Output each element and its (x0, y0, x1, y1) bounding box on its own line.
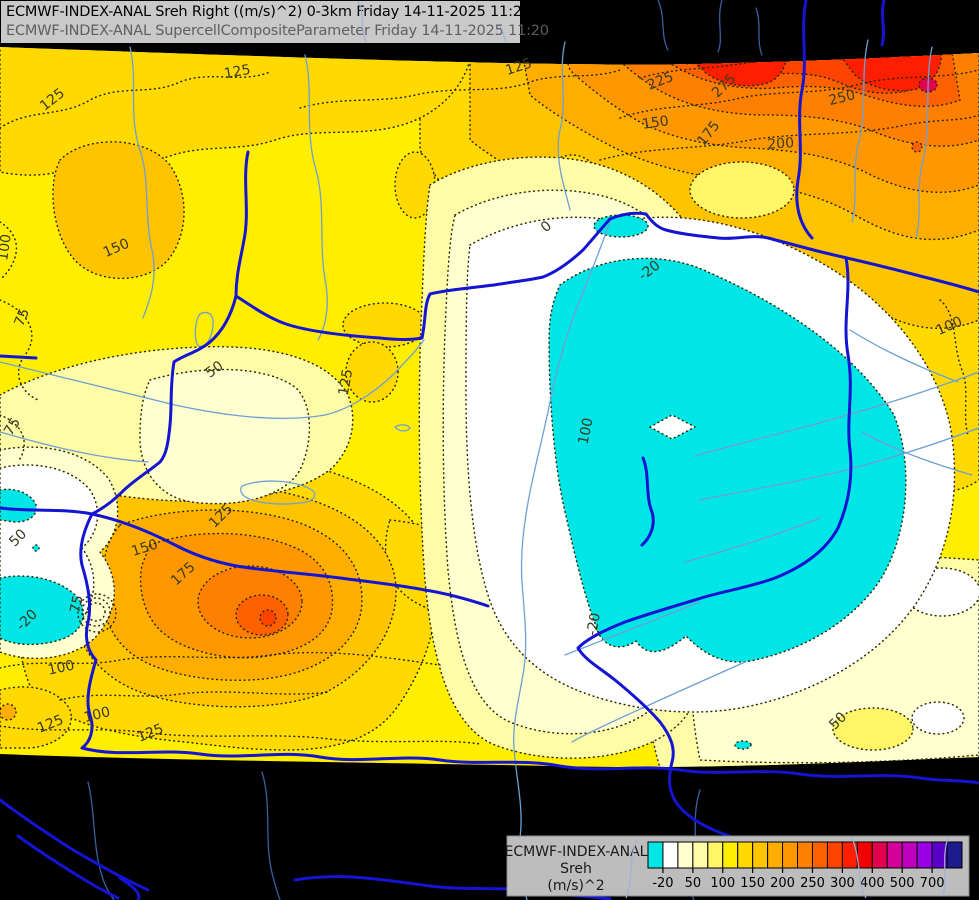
contour-label: 75 (67, 594, 86, 615)
legend-param: Sreh (560, 861, 592, 877)
legend-swatch (692, 841, 709, 869)
contour-label: 125 (336, 368, 356, 397)
legend-tick-label: 700 (920, 876, 945, 891)
legend-swatch (886, 841, 903, 869)
contour-label: 75 (12, 306, 34, 329)
contour-label: 100 (0, 233, 15, 262)
title-line-1: ECMWF-INDEX-ANAL Sreh Right ((m/s)^2) 0-… (6, 4, 531, 20)
contour-label: 200 (767, 135, 795, 153)
legend-swatch (707, 841, 724, 869)
contour-label: -20 (584, 612, 604, 637)
legend-tick-labels: -20 50 100 150 200 250 300 400 500 700 (652, 868, 945, 891)
legend-model: ECMWF-INDEX-ANAL (505, 844, 648, 860)
legend-swatch (797, 841, 813, 869)
title-box: ECMWF-INDEX-ANAL Sreh Right ((m/s)^2) 0-… (0, 0, 549, 44)
danube-border (234, 217, 612, 341)
morava-border (234, 150, 250, 298)
legend-swatch (901, 841, 918, 869)
contour-lines (0, 47, 979, 745)
contour-label: 100 (82, 704, 112, 726)
legend-colorbar (647, 841, 963, 869)
legend-swatch (737, 841, 754, 869)
legend-tick-label: 500 (890, 876, 915, 891)
legend-tick-label: 400 (860, 876, 885, 891)
legend-swatch (916, 841, 933, 869)
contour-label: 125 (504, 55, 534, 78)
legend-swatch (722, 841, 739, 869)
legend-tick-label: 300 (830, 876, 855, 891)
danube-river-lower (513, 221, 611, 900)
legend-tick-label: 150 (740, 876, 765, 891)
cyan-minimum-region (548, 257, 907, 663)
legend-swatch (826, 841, 843, 869)
contour-label: 100 (46, 657, 75, 678)
tisza-river-lower (576, 256, 853, 840)
legend-swatch (752, 841, 769, 869)
contour-label: 250 (827, 87, 857, 109)
drava-river (80, 746, 979, 785)
legend-swatch (856, 841, 873, 869)
legend-swatch (662, 841, 679, 869)
legend-swatch (647, 841, 664, 869)
legend-swatch (946, 841, 963, 869)
legend-swatch (782, 841, 799, 869)
legend-units: (m/s)^2 (547, 878, 604, 894)
legend: ECMWF-INDEX-ANAL Sreh (m/s)^2 -20 50 100 15… (505, 835, 970, 899)
contour-label: 100 (575, 416, 596, 445)
title-background (0, 0, 521, 44)
legend-tick-label: 100 (710, 876, 735, 891)
contour-label: 150 (641, 113, 670, 133)
drava-border (79, 512, 98, 750)
legend-tick-label: -20 (652, 876, 673, 891)
legend-tick-label: 200 (770, 876, 795, 891)
legend-tick-label: 50 (685, 876, 702, 891)
filled-contours (0, 47, 979, 768)
title-line-2: ECMWF-INDEX-ANAL SupercellCompositeParam… (6, 23, 549, 39)
contour-label: 125 (223, 62, 252, 82)
legend-swatch (871, 841, 888, 869)
legend-swatch (811, 841, 828, 869)
legend-swatch (677, 841, 694, 869)
contour-label: 150 (130, 536, 160, 559)
legend-tick-label: 250 (800, 876, 825, 891)
adriatic-coast (0, 798, 150, 892)
legend-swatch (767, 841, 784, 869)
tisza-river-upper (795, 0, 814, 240)
ipoly-border (608, 211, 979, 294)
west-border (90, 294, 238, 516)
